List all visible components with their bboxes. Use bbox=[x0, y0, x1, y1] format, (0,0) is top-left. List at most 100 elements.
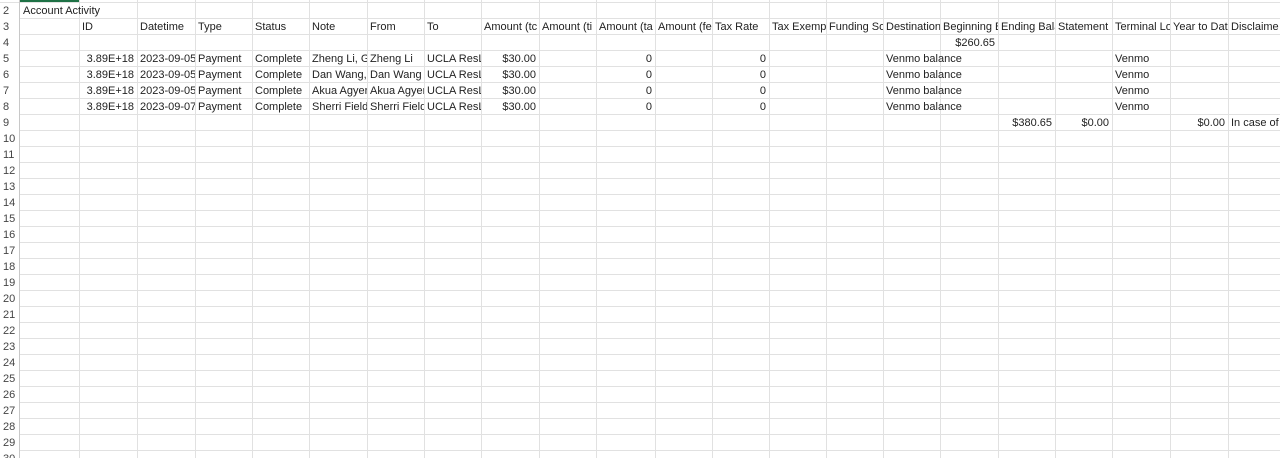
cell[interactable]: 0 bbox=[645, 69, 652, 81]
row-header[interactable]: 20 bbox=[0, 291, 19, 307]
cell[interactable]: Funding So bbox=[829, 21, 883, 33]
cell[interactable]: 0 bbox=[759, 101, 766, 113]
row-header[interactable]: 15 bbox=[0, 211, 19, 227]
cell[interactable]: Note bbox=[312, 21, 336, 33]
cell[interactable]: Venmo bbox=[1115, 69, 1150, 81]
cell[interactable]: $30.00 bbox=[502, 101, 536, 113]
cell[interactable]: Year to Dat bbox=[1173, 21, 1228, 33]
cell[interactable]: UCLA ResLi bbox=[427, 101, 481, 113]
cell[interactable]: $0.00 bbox=[1081, 117, 1109, 129]
row-header[interactable]: 29 bbox=[0, 435, 19, 451]
cell[interactable]: Type bbox=[198, 21, 222, 33]
cell[interactable]: Statement bbox=[1058, 21, 1109, 33]
row-header[interactable]: 3 bbox=[0, 19, 19, 35]
cell[interactable]: $260.65 bbox=[955, 37, 995, 49]
cell[interactable]: Terminal Lo bbox=[1115, 21, 1170, 33]
cell[interactable]: Zheng Li, G bbox=[312, 53, 367, 65]
row-header[interactable]: 10 bbox=[0, 131, 19, 147]
cell[interactable]: 0 bbox=[759, 53, 766, 65]
cell[interactable]: $30.00 bbox=[502, 85, 536, 97]
cell[interactable]: Tax Exempt bbox=[772, 21, 826, 33]
cell[interactable]: Venmo balance bbox=[886, 69, 962, 81]
cell[interactable]: 2023-09-07 bbox=[140, 101, 195, 113]
cell[interactable]: Akua Agyer bbox=[370, 85, 424, 97]
cell[interactable]: Complete bbox=[255, 101, 303, 113]
cell[interactable]: 0 bbox=[759, 69, 766, 81]
row-header[interactable]: 7 bbox=[0, 83, 19, 99]
row-header[interactable]: 4 bbox=[0, 35, 19, 51]
row-header[interactable]: 24 bbox=[0, 355, 19, 371]
cell[interactable]: Ending Bala bbox=[1001, 21, 1055, 33]
cell[interactable]: Datetime bbox=[140, 21, 185, 33]
cell[interactable]: Complete bbox=[255, 85, 303, 97]
cell[interactable]: ID bbox=[82, 21, 93, 33]
cell[interactable]: 2023-09-05 bbox=[140, 69, 195, 81]
cell[interactable]: Payment bbox=[198, 101, 242, 113]
cell[interactable]: Payment bbox=[198, 85, 242, 97]
cell[interactable]: From bbox=[370, 21, 396, 33]
cell[interactable]: Venmo bbox=[1115, 101, 1150, 113]
cell[interactable]: $30.00 bbox=[502, 69, 536, 81]
cell[interactable]: Venmo balance bbox=[886, 85, 962, 97]
row-header[interactable]: 19 bbox=[0, 275, 19, 291]
row-header[interactable]: 17 bbox=[0, 243, 19, 259]
cell[interactable]: Amount (fe bbox=[658, 21, 712, 33]
row-header[interactable]: 12 bbox=[0, 163, 19, 179]
row-header[interactable]: 21 bbox=[0, 307, 19, 323]
cell[interactable]: Amount (tc bbox=[484, 21, 538, 33]
cell[interactable]: 2023-09-05 bbox=[140, 85, 195, 97]
cell[interactable]: In case of bbox=[1231, 117, 1279, 129]
cell[interactable]: 0 bbox=[645, 85, 652, 97]
cell[interactable]: $380.65 bbox=[1012, 117, 1052, 129]
cell[interactable]: 3.89E+18 bbox=[86, 85, 134, 97]
cell[interactable]: Amount (ti bbox=[542, 21, 593, 33]
cell[interactable]: 0 bbox=[645, 101, 652, 113]
row-header[interactable]: 23 bbox=[0, 339, 19, 355]
row-header[interactable]: 16 bbox=[0, 227, 19, 243]
row-header[interactable]: 13 bbox=[0, 179, 19, 195]
cell[interactable]: Disclaime bbox=[1231, 21, 1279, 33]
row-header[interactable]: 28 bbox=[0, 419, 19, 435]
row-header[interactable]: 8 bbox=[0, 99, 19, 115]
row-header[interactable]: 9 bbox=[0, 115, 19, 131]
row-header[interactable]: 11 bbox=[0, 147, 19, 163]
row-header[interactable]: 22 bbox=[0, 323, 19, 339]
cell[interactable]: Zheng Li bbox=[370, 53, 413, 65]
row-header[interactable]: 2 bbox=[0, 3, 19, 19]
cell[interactable]: 2023-09-05 bbox=[140, 53, 195, 65]
cell[interactable]: Tax Rate bbox=[715, 21, 759, 33]
row-header[interactable]: 25 bbox=[0, 371, 19, 387]
cell[interactable]: $0.00 bbox=[1197, 117, 1225, 129]
cell[interactable]: Complete bbox=[255, 53, 303, 65]
cell[interactable]: To bbox=[427, 21, 439, 33]
row-header[interactable]: 26 bbox=[0, 387, 19, 403]
cell[interactable]: $30.00 bbox=[502, 53, 536, 65]
row-header[interactable]: 27 bbox=[0, 403, 19, 419]
cell[interactable]: Amount (ta bbox=[599, 21, 653, 33]
cell[interactable]: 0 bbox=[759, 85, 766, 97]
cell[interactable]: Beginning B bbox=[943, 21, 998, 33]
cell[interactable]: Venmo bbox=[1115, 85, 1150, 97]
row-header[interactable]: 18 bbox=[0, 259, 19, 275]
cell[interactable]: Payment bbox=[198, 69, 242, 81]
cell[interactable]: Akua Agyer bbox=[312, 85, 367, 97]
cell[interactable]: Venmo bbox=[1115, 53, 1150, 65]
cell[interactable]: 0 bbox=[645, 53, 652, 65]
row-header[interactable]: 14 bbox=[0, 195, 19, 211]
cell[interactable]: Sherri Field bbox=[370, 101, 424, 113]
cell[interactable]: Sherri Field bbox=[312, 101, 367, 113]
cell[interactable]: 3.89E+18 bbox=[86, 69, 134, 81]
cell[interactable]: Destination bbox=[886, 21, 940, 33]
cell[interactable]: Dan Wang, D bbox=[312, 69, 367, 81]
row-header[interactable]: 6 bbox=[0, 67, 19, 83]
cell[interactable]: Dan Wang bbox=[370, 69, 422, 81]
cell[interactable]: UCLA ResLi bbox=[427, 69, 481, 81]
cell[interactable]: Venmo balance bbox=[886, 53, 962, 65]
cell[interactable]: Payment bbox=[198, 53, 242, 65]
row-header[interactable]: 5 bbox=[0, 51, 19, 67]
cell[interactable]: Complete bbox=[255, 69, 303, 81]
cell[interactable]: Account Activity bbox=[23, 5, 101, 17]
cell[interactable]: 3.89E+18 bbox=[86, 53, 134, 65]
cell[interactable]: UCLA ResLi bbox=[427, 85, 481, 97]
row-header[interactable]: 30 bbox=[0, 451, 19, 458]
